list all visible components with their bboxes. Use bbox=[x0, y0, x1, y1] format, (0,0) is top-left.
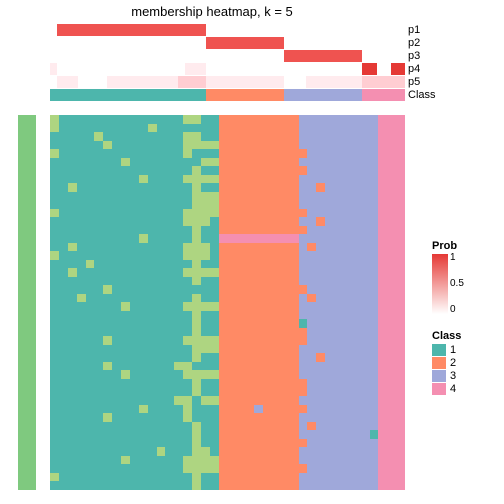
class-legend-items: 1234 bbox=[432, 344, 502, 395]
prob-legend-title: Prob bbox=[432, 240, 502, 252]
annotation-rows bbox=[50, 24, 405, 102]
annot-label-p2: p2 bbox=[408, 37, 420, 49]
legend: Prob 10.50 Class 1234 bbox=[432, 240, 502, 396]
annot-label-p3: p3 bbox=[408, 50, 420, 62]
annot-label-p4: p4 bbox=[408, 63, 420, 75]
sidebar-annotation bbox=[18, 115, 36, 490]
prob-gradient bbox=[432, 254, 448, 314]
annot-label-p5: p5 bbox=[408, 76, 420, 88]
annot-label-Class: Class bbox=[408, 89, 436, 101]
annot-label-p1: p1 bbox=[408, 24, 420, 36]
class-legend-title: Class bbox=[432, 330, 502, 342]
main-heatmap bbox=[50, 115, 405, 490]
